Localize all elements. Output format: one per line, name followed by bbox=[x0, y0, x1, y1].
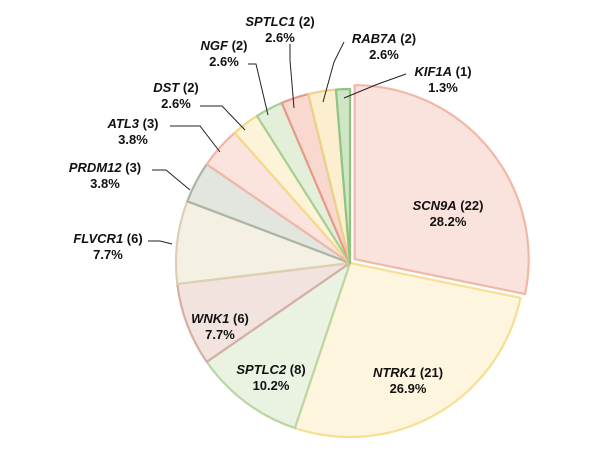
slice-count-ntrk1: (21) bbox=[416, 365, 443, 380]
leader-line-atl3 bbox=[170, 125, 221, 153]
slice-gene-dst: DST bbox=[153, 80, 180, 95]
slice-percent-wnk1: 7.7% bbox=[205, 327, 235, 342]
slice-label-atl3: ATL3 (3) bbox=[106, 116, 158, 131]
slice-gene-rab7a: RAB7A bbox=[352, 31, 397, 46]
slice-count-sptlc2: (8) bbox=[286, 362, 306, 377]
slice-count-atl3: (3) bbox=[139, 116, 159, 131]
pie-slices bbox=[174, 84, 530, 439]
slice-label-prdm12: PRDM12 (3) bbox=[69, 160, 141, 175]
slice-percent-ntrk1: 26.9% bbox=[390, 381, 427, 396]
slice-labels: SCN9A (22)28.2% NTRK1 (21)26.9% SPTLC2 (8)… bbox=[69, 14, 484, 396]
slice-percent-flvcr1: 7.7% bbox=[93, 247, 123, 262]
pie-slice-sptlc2 bbox=[205, 261, 352, 430]
slice-percent-sptlc2: 10.2% bbox=[253, 378, 290, 393]
slice-count-sptlc1: (2) bbox=[295, 14, 315, 29]
slice-label-ngf: NGF (2) bbox=[201, 38, 248, 53]
slice-count-prdm12: (3) bbox=[122, 160, 142, 175]
slice-count-ngf: (2) bbox=[228, 38, 248, 53]
slice-count-flvcr1: (6) bbox=[123, 231, 143, 246]
leader-line-ngf bbox=[248, 63, 269, 116]
leader-line-dst bbox=[200, 105, 246, 131]
slice-gene-flvcr1: FLVCR1 bbox=[73, 231, 123, 246]
slice-gene-ntrk1: NTRK1 bbox=[373, 365, 416, 380]
slice-gene-wnk1: WNK1 bbox=[191, 311, 229, 326]
slice-percent-kif1a: 1.3% bbox=[428, 80, 458, 95]
leader-line-kif1a bbox=[343, 73, 407, 99]
slice-percent-atl3: 3.8% bbox=[118, 132, 148, 147]
slice-label-flvcr1: FLVCR1 (6) bbox=[73, 231, 142, 246]
slice-percent-dst: 2.6% bbox=[161, 96, 191, 111]
slice-label-kif1a: KIF1A (1) bbox=[414, 64, 471, 79]
slice-gene-prdm12: PRDM12 bbox=[69, 160, 123, 175]
leader-line-flvcr1 bbox=[148, 240, 173, 245]
slice-label-wnk1: WNK1 (6) bbox=[191, 311, 249, 326]
slice-percent-rab7a: 2.6% bbox=[369, 47, 399, 62]
slice-count-scn9a: (22) bbox=[457, 198, 484, 213]
slice-gene-ngf: NGF bbox=[201, 38, 230, 53]
leader-line-rab7a bbox=[322, 41, 345, 103]
leader-line-prdm12 bbox=[152, 169, 191, 191]
slice-count-dst: (2) bbox=[179, 80, 199, 95]
slice-label-sptlc1: SPTLC1 (2) bbox=[245, 14, 314, 29]
slice-gene-kif1a: KIF1A bbox=[414, 64, 452, 79]
slice-count-kif1a: (1) bbox=[452, 64, 472, 79]
slice-percent-scn9a: 28.2% bbox=[430, 214, 467, 229]
slice-label-dst: DST (2) bbox=[153, 80, 199, 95]
slice-gene-sptlc1: SPTLC1 bbox=[245, 14, 295, 29]
pie-slice-kif1a bbox=[334, 87, 352, 265]
pie-slice-scn9a bbox=[353, 84, 530, 296]
slice-gene-sptlc2: SPTLC2 bbox=[236, 362, 287, 377]
slice-percent-prdm12: 3.8% bbox=[90, 176, 120, 191]
slice-label-scn9a: SCN9A (22) bbox=[413, 198, 484, 213]
leader-line-sptlc1 bbox=[289, 44, 295, 109]
slice-label-sptlc2: SPTLC2 (8) bbox=[236, 362, 305, 377]
leader-lines bbox=[148, 41, 407, 245]
slice-label-ntrk1: NTRK1 (21) bbox=[373, 365, 443, 380]
slice-percent-ngf: 2.6% bbox=[209, 54, 239, 69]
slice-count-wnk1: (6) bbox=[229, 311, 249, 326]
pie-slice-ntrk1 bbox=[293, 261, 522, 439]
slice-gene-atl3: ATL3 bbox=[106, 116, 139, 131]
slice-label-rab7a: RAB7A (2) bbox=[352, 31, 416, 46]
slice-gene-scn9a: SCN9A bbox=[413, 198, 457, 213]
slice-count-rab7a: (2) bbox=[397, 31, 417, 46]
slice-percent-sptlc1: 2.6% bbox=[265, 30, 295, 45]
